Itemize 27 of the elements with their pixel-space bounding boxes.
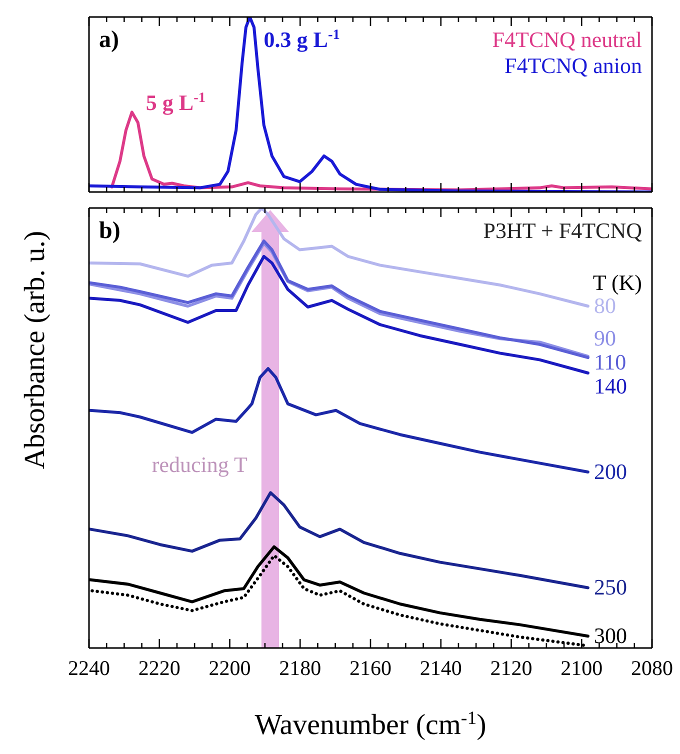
text: F4TCNQ anion [504,53,642,78]
annotation: 0.3 g L$^{-1}$ [264,27,340,52]
series-label: 80 [594,293,616,318]
annotation: P3HT + F4TCNQ [483,218,642,243]
x-tick-label: 2240 [68,656,110,680]
x-tick-label: 2160 [350,656,392,680]
series-label: 300 [594,623,627,648]
x-tick-label: 2220 [138,656,180,680]
x-tick-label: 2180 [279,656,322,680]
x-axis-title: Wavenumber (cm$^{-1}$) [254,708,486,741]
x-tick-label: 2100 [560,656,603,680]
x-tick-label: 2200 [208,656,251,680]
annotation: b) [99,218,120,244]
legend-title: T (K) [592,270,642,295]
series-label: 90 [594,325,616,350]
annotation: a) [99,27,119,53]
band-label: reducing T [152,452,248,477]
x-tick-label: 2120 [490,656,532,680]
annotation: 5 g L$^{-1}$ [146,90,206,116]
series-label: 250 [594,574,627,600]
series-label: 200 [594,459,627,484]
series-label: 110 [594,349,626,374]
x-tick-label: 2140 [420,656,462,680]
series-label: 140 [594,373,627,398]
text: F4TCNQ neutral [492,27,642,52]
y-axis-title: Absorbance (arb. u.) [19,230,51,470]
x-tick-label: 2080 [631,656,673,680]
